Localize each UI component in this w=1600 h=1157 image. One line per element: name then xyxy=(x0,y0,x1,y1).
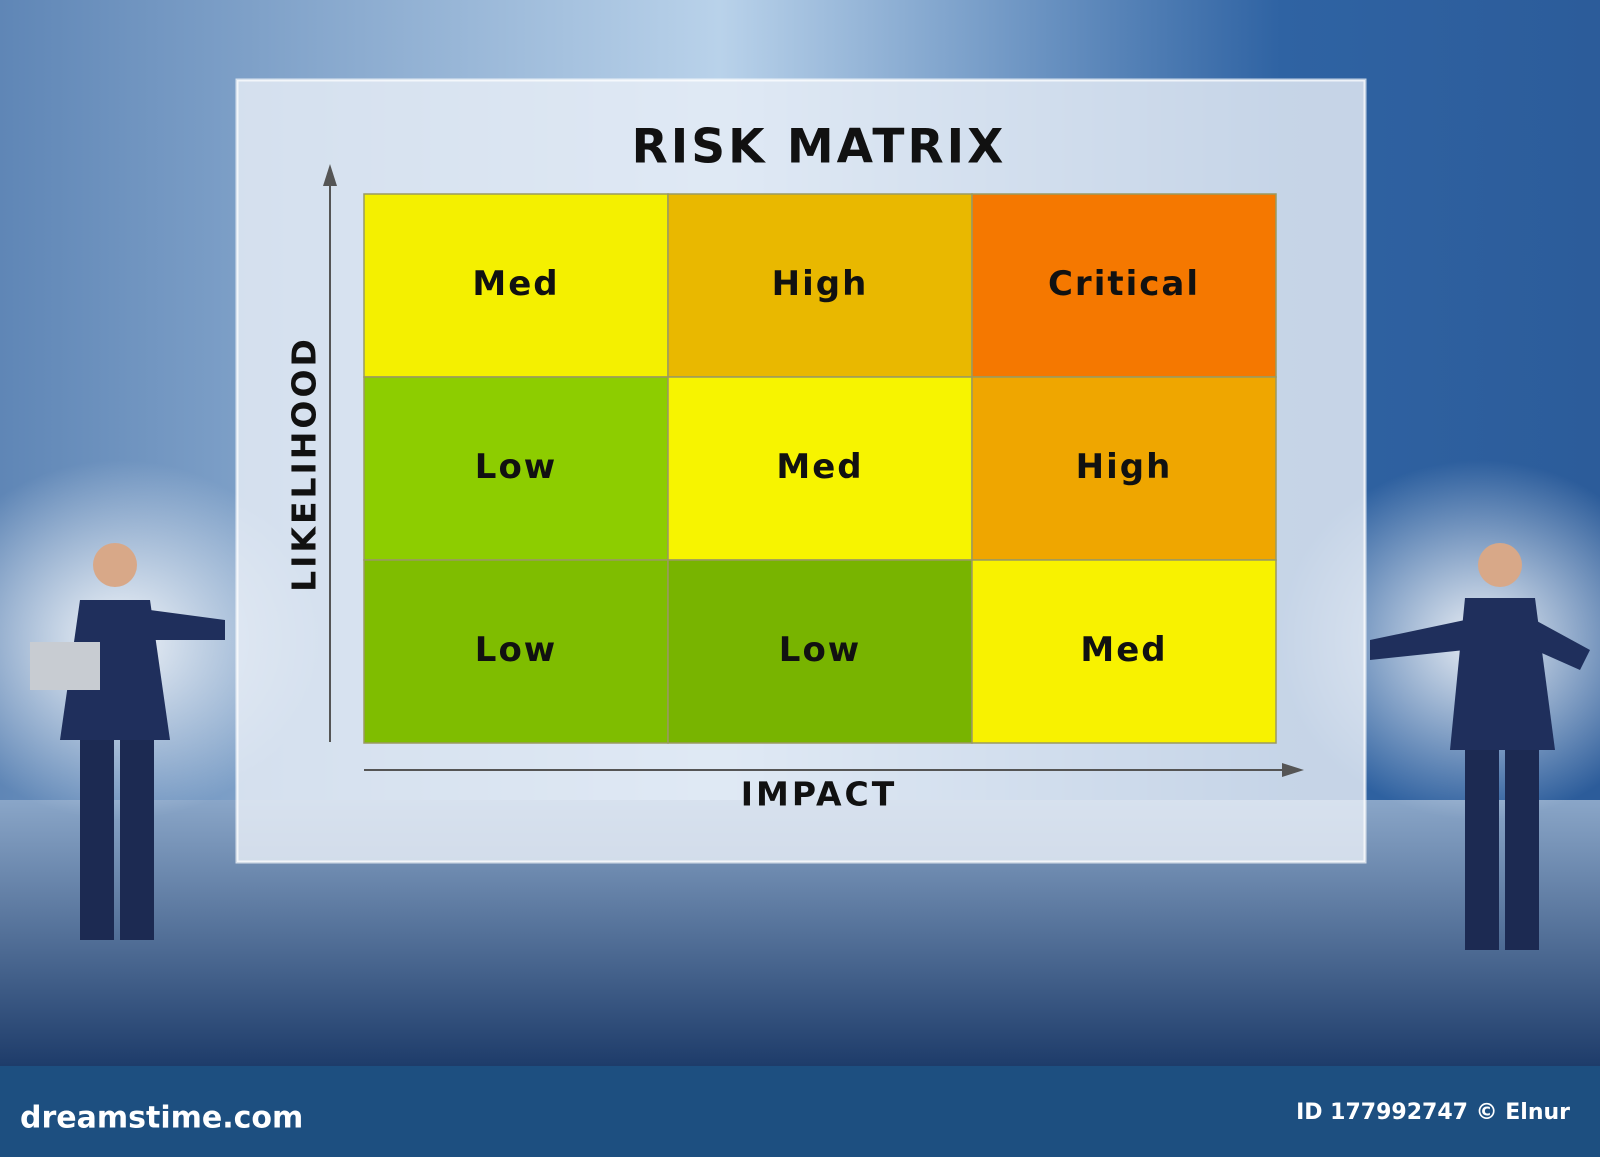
matrix-cell xyxy=(667,559,973,744)
x-label: IMPACT xyxy=(741,775,898,814)
matrix-cell xyxy=(971,376,1277,561)
cell-label: High xyxy=(772,264,869,304)
title: RISK MATRIX xyxy=(632,120,1007,175)
cell-label: Critical xyxy=(1048,264,1200,304)
person-right xyxy=(1370,543,1590,950)
cell-label: High xyxy=(1076,447,1173,487)
cell-label: Low xyxy=(779,630,861,670)
person-left xyxy=(30,543,225,940)
cell-label: Med xyxy=(472,264,559,304)
matrix: Med High Critical Low Med High Low Low Med xyxy=(363,193,1277,744)
x-arrow xyxy=(1282,763,1304,777)
matrix-cell xyxy=(971,559,1277,744)
cell-label: Low xyxy=(475,447,557,487)
footer-credit: ID 177992747 © Elnur xyxy=(1296,1100,1570,1125)
y-label: LIKELIHOOD xyxy=(285,336,324,592)
y-arrow xyxy=(323,164,337,186)
matrix-cell xyxy=(363,376,669,561)
cell-label: Med xyxy=(776,447,863,487)
footer-band xyxy=(0,1066,1600,1157)
cell-label: Low xyxy=(475,630,557,670)
cell-label: Med xyxy=(1080,630,1167,670)
footer-site: dreamstime.com xyxy=(20,1101,303,1136)
matrix-cell xyxy=(363,559,669,744)
matrix-cell xyxy=(667,376,973,561)
